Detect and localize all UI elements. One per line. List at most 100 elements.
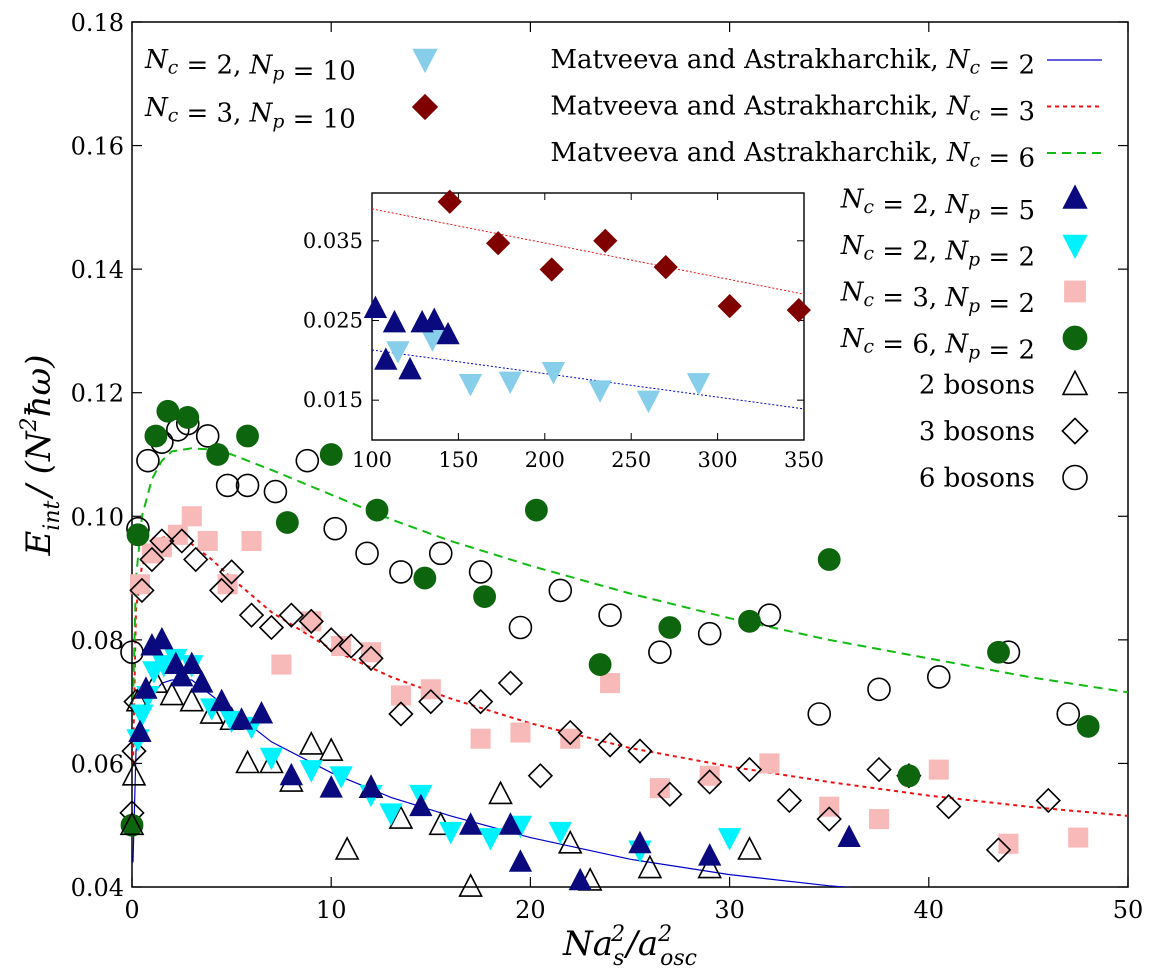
point-nc6np2 [144, 424, 168, 448]
inset-point-in_nc2np5 [374, 347, 398, 370]
point-nc2np5 [837, 824, 861, 848]
point-nc3np2 [600, 673, 621, 694]
point-b2 [119, 811, 145, 836]
x-tick-label: 0 [124, 896, 139, 924]
x-tick-label: 20 [515, 896, 546, 924]
inset-x-tick-label: 100 [352, 448, 392, 472]
y-tick-label: 0.06 [71, 750, 124, 778]
point-nc6np2 [658, 616, 682, 639]
point-b3 [258, 614, 285, 641]
point-nc3np2 [151, 537, 172, 558]
legend-label-b3: 3 bosons [919, 417, 1035, 447]
point-nc6np2 [897, 764, 921, 788]
inset-point-in_nc3np10 [653, 254, 678, 280]
point-nc2np2 [329, 766, 353, 789]
point-nc3np2 [868, 809, 890, 830]
point-b3 [149, 528, 175, 554]
point-b3 [557, 719, 583, 746]
point-b3 [183, 546, 209, 573]
point-b3 [936, 793, 962, 820]
inset-fit-in_fit_nc3 [372, 208, 804, 295]
point-b6 [598, 603, 622, 627]
point-b6 [468, 560, 493, 584]
point-b6 [355, 541, 379, 566]
point-b6 [195, 424, 220, 448]
point-b2 [298, 731, 324, 755]
axis-labels: Na2 s/a2 osc Eint/ (N2ħω) [17, 354, 697, 971]
point-nc3np2 [390, 685, 411, 706]
point-b2 [737, 836, 762, 860]
legend-label-b6: 6 bosons [919, 464, 1035, 494]
legend-marker-b3 [1061, 417, 1089, 445]
legend-marker-b6 [1062, 464, 1088, 491]
point-b3 [129, 577, 155, 604]
point-nc2np5 [180, 651, 204, 675]
point-b6 [648, 640, 672, 665]
point-nc6np2 [473, 585, 496, 609]
point-nc3np2 [510, 722, 531, 743]
inset-point-in_nc2np5 [398, 356, 422, 380]
point-nc6np2 [987, 640, 1010, 664]
inset-x-tick-label: 200 [525, 448, 565, 472]
point-nc6np2 [817, 548, 841, 571]
point-nc2np5 [409, 793, 433, 817]
legend-label-in_nc3np10: Nc = 3, Np = 10 [144, 93, 356, 134]
point-nc3np2 [649, 778, 670, 799]
point-b2 [179, 687, 205, 712]
point-nc2np2 [717, 828, 742, 851]
point-nc3np2 [759, 753, 780, 774]
point-b2 [235, 749, 260, 774]
main-plot-border [131, 21, 1129, 888]
point-nc3np2 [181, 506, 202, 527]
legend-label-ma3: Matveeva and Astrakharchik, Nc = 3 [550, 92, 1035, 128]
point-nc6np2 [120, 813, 144, 837]
inset-point-in_nc3np10 [717, 294, 742, 319]
point-nc6np2 [156, 399, 180, 423]
point-b3 [358, 645, 384, 672]
point-nc2np5 [150, 626, 174, 650]
point-nc6np2 [319, 443, 343, 466]
point-b2 [488, 780, 513, 805]
y-tick-label: 0.04 [71, 874, 124, 902]
main-plot-frame: 0 10 20 30 40 50 0.04 0.06 0.08 0.10 0.12 0.14 0.16 0… [71, 9, 1144, 924]
point-nc2np5 [458, 812, 483, 835]
inset-point-in_nc2np10 [588, 380, 612, 403]
point-b3 [497, 670, 524, 696]
legend-label-nc3np2: Nc = 3, Np = 2 [840, 278, 1035, 319]
legend-marker-in_nc2np10 [412, 48, 438, 74]
point-b6 [215, 473, 240, 498]
x-tick-label: 30 [714, 896, 745, 924]
point-b3 [866, 756, 892, 783]
point-b2 [159, 681, 185, 706]
inset-x-tick-label: 250 [611, 448, 651, 472]
point-nc2np5 [279, 762, 304, 786]
inset-y-tick-label: 0.015 [303, 388, 363, 412]
legend-marker-b2 [1061, 369, 1089, 396]
point-b3 [597, 732, 623, 758]
legend-label-nc2np2: Nc = 2, Np = 2 [840, 231, 1035, 272]
point-nc6np2 [588, 653, 612, 676]
point-b3 [278, 602, 305, 628]
point-b3 [139, 546, 165, 573]
point-nc2np5 [508, 849, 533, 872]
point-nc6np2 [126, 523, 150, 547]
point-nc6np2 [524, 498, 548, 522]
point-nc2np5 [170, 663, 194, 687]
legend-marker-nc2np5 [1062, 184, 1088, 209]
inset-point-in_nc2np5 [422, 307, 446, 330]
point-nc2np5 [134, 676, 158, 699]
point-nc2np5 [319, 775, 343, 798]
y-axis-label: Eint/ (N2ħω) [17, 354, 65, 556]
point-b3 [627, 738, 653, 764]
inset-x-tick-label: 350 [784, 448, 824, 472]
inset-border [371, 192, 805, 441]
point-b2 [199, 700, 224, 724]
ref-line-ma6 [132, 447, 1128, 702]
legend-label-ma2: Matveeva and Astrakharchik, Nc = 2 [550, 45, 1035, 81]
point-b3 [985, 837, 1012, 863]
legend-marker-nc2np2 [1062, 234, 1088, 260]
point-nc2np2 [130, 704, 154, 727]
point-nc3np2 [1068, 827, 1089, 848]
